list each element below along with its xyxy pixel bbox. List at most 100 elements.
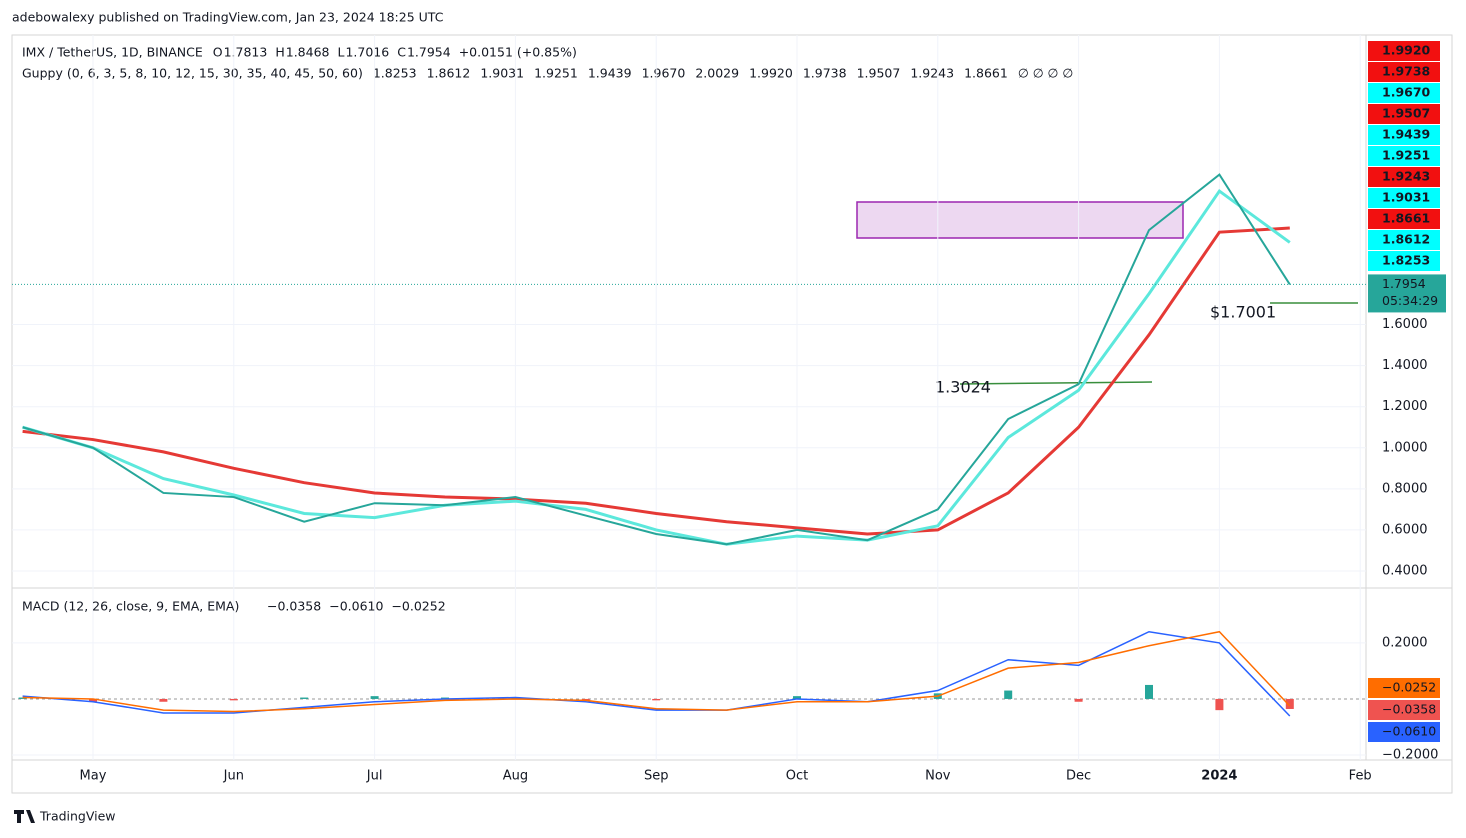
histogram-bar: [300, 697, 309, 699]
histogram-bar: [1074, 698, 1083, 702]
series-line: [22, 188, 1291, 546]
legend-text: 1.7813: [224, 45, 268, 60]
price-box: [1368, 274, 1446, 313]
legend-text: 1.9738: [803, 66, 847, 81]
legend-text: 1.8661: [964, 66, 1008, 81]
y-tick-label: −0.2000: [1382, 747, 1438, 762]
macd-title: MACD (12, 26, close, 9, EMA, EMA): [22, 599, 239, 614]
legend-text: 2.0029: [695, 66, 739, 81]
histogram-bar: [1145, 684, 1153, 699]
price-box-label: 1.9439: [1382, 127, 1430, 142]
y-tick-label: 0.6000: [1382, 522, 1428, 537]
y-tick-label: 1.2000: [1382, 399, 1428, 414]
price-box: [1368, 188, 1440, 208]
price-box: [1368, 167, 1440, 187]
y-tick-label: 1.4000: [1382, 358, 1428, 373]
price-box-label: 1.9738: [1382, 64, 1430, 79]
legend-text: 1.9670: [642, 66, 686, 81]
legend-text: 1.9031: [480, 66, 524, 81]
legend-value: −0.0610: [329, 599, 383, 614]
legend-text: 1.9243: [910, 66, 954, 81]
legend-text: 1.9251: [534, 66, 578, 81]
x-tick-label: Dec: [1066, 769, 1091, 784]
price-box: [1368, 700, 1440, 720]
frame: [11, 34, 1453, 794]
x-tick-label: May: [80, 769, 107, 784]
y-tick-label: 0.2000: [1382, 635, 1428, 650]
price-box-label: 1.8661: [1382, 211, 1430, 226]
price-box-label: 1.9670: [1382, 85, 1431, 100]
price-box-label: 1.8612: [1382, 232, 1430, 247]
x-tick-label: Nov: [925, 769, 951, 784]
price-box: [1368, 251, 1440, 271]
price-box: [1368, 62, 1440, 82]
price-box: [1368, 146, 1440, 166]
series-line: [22, 226, 1290, 536]
series-line: [22, 630, 1291, 713]
histogram-bar: [1004, 690, 1013, 699]
legend-text: 1.9920: [749, 66, 793, 81]
legend-text: O: [213, 45, 223, 60]
histogram-bar: [652, 698, 661, 701]
x-tick-label: Jun: [223, 769, 244, 784]
y-tick-label: 0.4000: [1382, 563, 1428, 578]
price-box-label: 1.9243: [1382, 169, 1430, 184]
legend-text: 1.9439: [588, 66, 632, 81]
legend-text: L: [338, 45, 345, 60]
price-box-label: −0.0358: [1382, 702, 1436, 717]
histogram-bar: [1285, 698, 1294, 709]
price-box-label: 1.8253: [1382, 253, 1430, 268]
price-box: [1368, 722, 1440, 742]
price-box: [1368, 125, 1440, 145]
publisher: adebowalexy published on TradingView.com…: [12, 10, 444, 25]
price-box: [1368, 83, 1440, 103]
legend-text: 1.9507: [857, 66, 901, 81]
price-box-label: 1.9031: [1382, 190, 1430, 205]
price-box: [1368, 678, 1440, 698]
legend-value: −0.0252: [391, 599, 445, 614]
x-tick-label: Jul: [366, 769, 383, 784]
zone-box: [856, 201, 1184, 239]
price-box: [1368, 230, 1440, 250]
price-box-label: 1.9920: [1382, 43, 1431, 58]
histogram-bar: [370, 696, 379, 699]
price-box: [1368, 104, 1440, 124]
y-tick-label: 1.0000: [1382, 440, 1428, 455]
series-line: [22, 630, 1291, 717]
legend-text: 1.7016: [345, 45, 389, 60]
legend-text: C: [397, 45, 406, 60]
price-box: [1368, 41, 1440, 61]
legend-text: 1.8612: [427, 66, 471, 81]
footer: TradingView: [39, 809, 116, 824]
countdown: 05:34:29: [1382, 293, 1438, 308]
annotation: $1.7001: [1210, 303, 1276, 322]
legend-value: −0.0358: [267, 599, 321, 614]
price-box: [1368, 209, 1440, 229]
logo: [14, 810, 35, 823]
legend-text: IMX / TetherUS, 1D, BINANCE: [22, 45, 203, 60]
legend-text: ∅ ∅ ∅ ∅: [1018, 66, 1073, 81]
legend-text: H: [275, 45, 284, 60]
legend-text: 1.7954: [407, 45, 451, 60]
price-box-label: −0.0252: [1382, 680, 1436, 695]
legend: IMX / TetherUS, 1D, BINANCE O 1.7813 H 1.846…: [22, 45, 1073, 81]
x-tick-label: Sep: [644, 769, 669, 784]
y-tick-label: 0.8000: [1382, 481, 1428, 496]
support-line: [959, 381, 1153, 385]
histogram-bar: [793, 696, 801, 699]
x-tick-label: Feb: [1349, 769, 1372, 784]
legend-text: +0.0151 (+0.85%): [459, 45, 577, 60]
series-line: [22, 173, 1291, 546]
x-tick-label: Oct: [786, 769, 808, 784]
histogram-bar: [1215, 698, 1224, 711]
price-box-label: 1.9507: [1382, 106, 1430, 121]
annotation: 1.3024: [935, 378, 991, 397]
x-tick-label: Aug: [503, 769, 528, 784]
price-box-label: 1.9251: [1382, 148, 1430, 163]
legend-text: Guppy (0, 6, 3, 5, 8, 10, 12, 15, 30, 35…: [22, 66, 363, 81]
x-tick-label: 2024: [1201, 769, 1237, 784]
price-box-label: −0.0610: [1382, 724, 1436, 739]
last-price: 1.7954: [1382, 276, 1426, 291]
y-tick-label: 1.6000: [1382, 317, 1428, 332]
